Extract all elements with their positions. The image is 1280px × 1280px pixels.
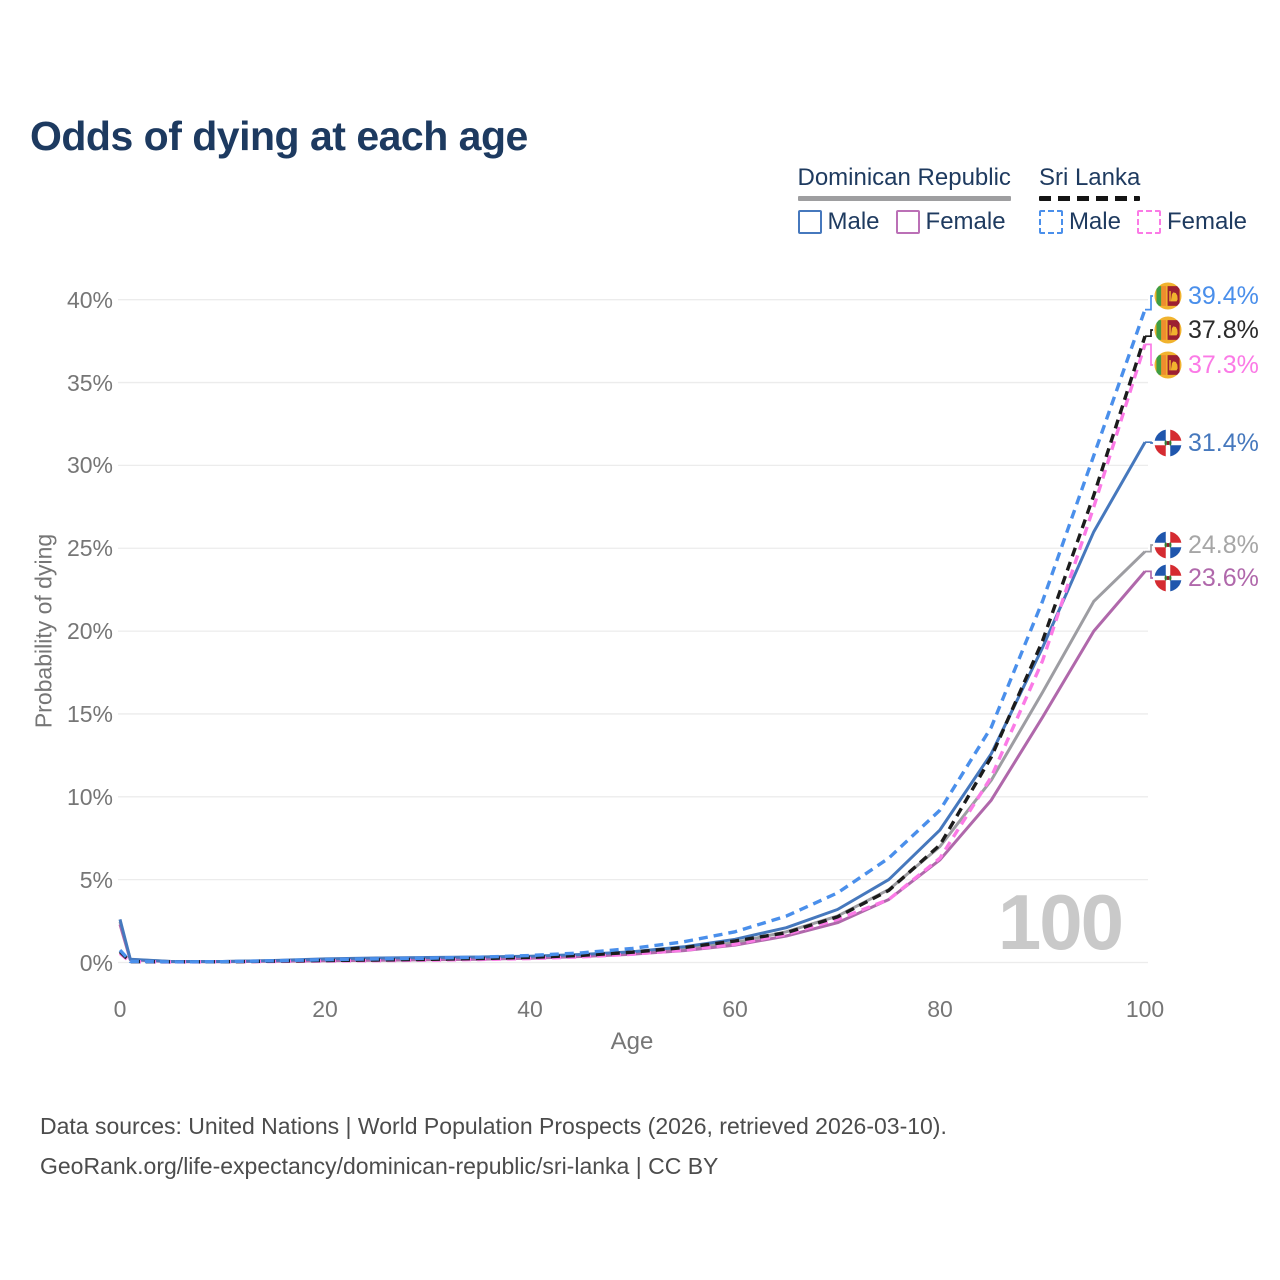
legend-item-label: Female bbox=[1166, 208, 1247, 235]
solid-line-swatch bbox=[797, 196, 1011, 201]
footer-attribution: GeoRank.org/life-expectancy/dominican-re… bbox=[40, 1153, 719, 1179]
end-label-connector bbox=[1145, 570, 1154, 579]
series-line-dominican-republic-male[interactable] bbox=[118, 441, 1147, 963]
legend-group-label: Sri Lanka bbox=[1038, 164, 1141, 191]
end-label-connector bbox=[1145, 343, 1154, 366]
sri-lanka-flag-icon bbox=[1153, 350, 1183, 380]
chart-legend: Dominican Republic Male Female Sri Lanka bbox=[797, 164, 1247, 236]
x-tick-label: 80 bbox=[927, 996, 953, 1022]
legend-group-header-dominican-republic[interactable]: Dominican Republic bbox=[797, 164, 1011, 201]
legend-item-label: Male bbox=[1068, 208, 1121, 235]
end-label-connector bbox=[1145, 544, 1154, 553]
end-label-dominican-republic-female: 23.6% bbox=[1188, 564, 1259, 592]
chart-title: Odds of dying at each age bbox=[30, 113, 528, 160]
y-tick-label: 30% bbox=[66, 452, 113, 479]
end-label-sri-lanka-male: 39.4% bbox=[1188, 282, 1259, 310]
solid-box-swatch bbox=[797, 210, 822, 234]
end-label-connector bbox=[1145, 295, 1154, 311]
x-tick-label: 100 bbox=[1125, 996, 1165, 1022]
x-tick-label: 40 bbox=[517, 996, 543, 1022]
y-tick-label: 25% bbox=[66, 535, 113, 562]
legend-group-header-sri-lanka[interactable]: Sri Lanka bbox=[1038, 164, 1141, 201]
dominican-republic-flag-icon bbox=[1153, 530, 1183, 560]
dashed-line-swatch bbox=[1038, 196, 1141, 201]
y-tick-label: 20% bbox=[66, 618, 113, 645]
end-label-dominican-republic-male: 31.4% bbox=[1188, 429, 1259, 457]
dominican-republic-flag-icon bbox=[1153, 563, 1183, 593]
solid-box-swatch bbox=[895, 210, 920, 234]
y-tick-label: 35% bbox=[66, 369, 113, 396]
end-label-connector bbox=[1145, 441, 1154, 444]
sri-lanka-flag-icon bbox=[1153, 281, 1183, 311]
y-tick-label: 0% bbox=[79, 949, 113, 976]
legend-item-label: Female bbox=[925, 208, 1006, 235]
legend-group-dominican-republic: Dominican Republic Male Female bbox=[797, 164, 1011, 236]
dominican-republic-flag-icon bbox=[1153, 428, 1183, 458]
legend-item-sl-male[interactable]: Male bbox=[1038, 208, 1121, 236]
x-tick-label: 0 bbox=[113, 996, 127, 1022]
series-line-sri-lanka-both-sexes[interactable] bbox=[118, 335, 1147, 964]
x-tick-label: 20 bbox=[312, 996, 338, 1022]
x-axis-label: Age bbox=[610, 1028, 654, 1055]
series-line-sri-lanka-male[interactable] bbox=[118, 309, 1147, 964]
legend-group-sri-lanka: Sri Lanka Male Female bbox=[1038, 164, 1247, 236]
sri-lanka-flag-icon bbox=[1153, 315, 1183, 345]
end-label-dominican-republic-both-sexes: 24.8% bbox=[1188, 531, 1259, 559]
end-label-sri-lanka-both-sexes: 37.8% bbox=[1188, 316, 1259, 344]
end-label-connector bbox=[1145, 329, 1154, 338]
footer: Data sources: United Nations | World Pop… bbox=[40, 1106, 947, 1186]
legend-group-label: Dominican Republic bbox=[797, 164, 1011, 191]
end-label-sri-lanka-female: 37.3% bbox=[1188, 351, 1259, 379]
legend-item-dr-female[interactable]: Female bbox=[895, 208, 1006, 236]
series-line-sri-lanka-female[interactable] bbox=[118, 343, 1147, 964]
y-tick-label: 15% bbox=[66, 700, 113, 727]
age-hover-indicator: 100 bbox=[997, 878, 1124, 966]
x-tick-label: 60 bbox=[722, 996, 748, 1022]
series-line-dominican-republic-female[interactable] bbox=[118, 570, 1147, 964]
legend-item-dr-male[interactable]: Male bbox=[797, 208, 880, 236]
dashed-box-swatch bbox=[1136, 210, 1161, 234]
y-tick-label: 5% bbox=[79, 866, 113, 893]
legend-item-sl-female[interactable]: Female bbox=[1136, 208, 1247, 236]
legend-item-label: Male bbox=[827, 208, 880, 235]
footer-data-sources: Data sources: United Nations | World Pop… bbox=[40, 1113, 947, 1139]
y-tick-label: 40% bbox=[66, 286, 113, 313]
dashed-box-swatch bbox=[1038, 210, 1063, 234]
y-axis-label: Probability of dying bbox=[30, 533, 57, 729]
y-tick-label: 10% bbox=[66, 783, 113, 810]
